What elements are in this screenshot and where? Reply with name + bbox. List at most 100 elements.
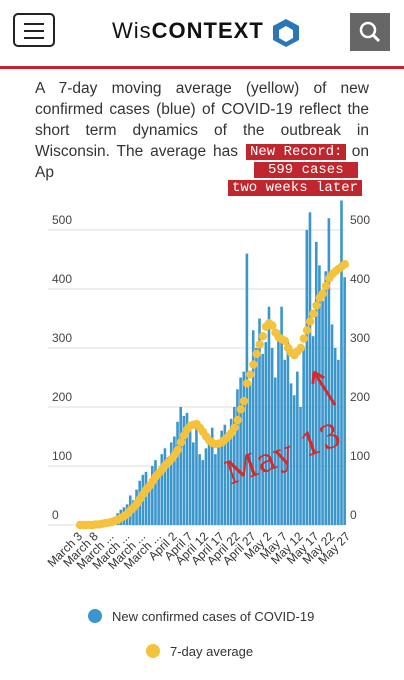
bar — [179, 407, 182, 525]
bar — [277, 330, 280, 525]
bar — [157, 474, 160, 525]
bar — [239, 377, 242, 525]
logo-main: CONTEXT — [151, 18, 264, 43]
legend-swatch — [88, 609, 102, 623]
avg-dot — [255, 340, 264, 349]
bar — [192, 442, 195, 525]
bar — [201, 460, 205, 525]
logo-icon — [273, 19, 299, 47]
avg-dot — [321, 281, 331, 291]
y-tick-label-right: 100 — [350, 449, 370, 463]
bar — [337, 359, 340, 525]
bar — [185, 412, 189, 525]
bar — [302, 348, 305, 525]
bar — [210, 427, 214, 525]
bar — [182, 415, 186, 525]
bar — [169, 442, 173, 525]
bar — [160, 454, 164, 525]
y-tick-label: 0 — [52, 508, 59, 522]
bar — [255, 348, 258, 525]
legend-swatch — [146, 644, 160, 658]
annotation-box: 599 cases — [254, 162, 358, 178]
avg-dot — [312, 301, 321, 310]
bar — [236, 389, 239, 525]
avg-dot — [176, 438, 186, 447]
avg-dot — [236, 405, 245, 414]
legend-label: 7-day average — [170, 644, 253, 659]
avg-dot — [230, 423, 239, 432]
bar — [311, 336, 315, 525]
bar — [296, 371, 299, 525]
bar — [324, 271, 328, 525]
avg-dot — [233, 415, 242, 425]
bar — [245, 253, 249, 525]
bar — [286, 342, 290, 525]
avg-dot — [309, 309, 318, 318]
bar — [343, 277, 346, 525]
bar — [176, 421, 179, 525]
search-button[interactable] — [350, 13, 390, 51]
bar — [318, 265, 321, 525]
y-tick-label: 400 — [52, 272, 72, 286]
annotation-box: New Record: — [246, 144, 347, 160]
bar — [333, 348, 337, 525]
avg-dot — [280, 336, 290, 346]
search-icon — [359, 21, 381, 43]
avg-dot — [302, 326, 312, 335]
bar — [173, 436, 176, 525]
bar — [198, 454, 201, 525]
bar — [232, 407, 236, 525]
y-tick-label-right: 200 — [350, 390, 370, 404]
avg-dot — [318, 289, 327, 298]
bar — [251, 330, 255, 525]
bar — [147, 483, 151, 525]
y-tick-label: 300 — [52, 331, 72, 345]
bar — [330, 324, 334, 525]
bar — [258, 318, 261, 525]
bar — [207, 436, 211, 525]
bar — [299, 407, 302, 525]
bar — [340, 200, 343, 525]
logo[interactable]: WisCONTEXT — [112, 18, 264, 44]
bar — [248, 383, 252, 525]
header: WisCONTEXT — [0, 0, 404, 69]
bar — [292, 395, 296, 525]
legend-label: New confirmed cases of COVID-19 — [112, 609, 314, 624]
avg-dot — [296, 343, 305, 353]
bar — [314, 241, 318, 526]
bar — [144, 471, 148, 525]
bar — [204, 448, 208, 525]
avg-dot — [249, 360, 258, 369]
avg-dot — [258, 332, 268, 341]
avg-dot — [299, 334, 309, 343]
avg-dot — [246, 370, 255, 379]
bar — [321, 300, 324, 525]
avg-dot — [252, 349, 261, 359]
y-tick-label-right: 300 — [350, 331, 370, 345]
y-tick-label: 200 — [52, 390, 72, 404]
avg-dot — [340, 260, 350, 269]
avg-dot — [268, 321, 277, 330]
y-tick-label: 100 — [52, 449, 72, 463]
bar — [308, 212, 312, 526]
bar — [283, 359, 287, 525]
bar — [270, 348, 274, 525]
bar — [217, 442, 220, 525]
avg-dot — [239, 396, 249, 406]
bar — [327, 218, 331, 525]
menu-button[interactable] — [13, 13, 55, 47]
y-tick-label-right: 0 — [350, 508, 357, 522]
annotation-box: two weeks later — [228, 180, 363, 196]
bar — [154, 460, 157, 525]
bar — [267, 306, 271, 525]
y-tick-label-right: 400 — [350, 272, 370, 286]
logo-prefix: Wis — [112, 18, 152, 43]
bar — [242, 371, 246, 525]
bar — [273, 377, 277, 525]
bar — [280, 306, 283, 525]
bar — [226, 436, 230, 525]
arrow — [311, 370, 337, 406]
bar — [223, 424, 227, 525]
